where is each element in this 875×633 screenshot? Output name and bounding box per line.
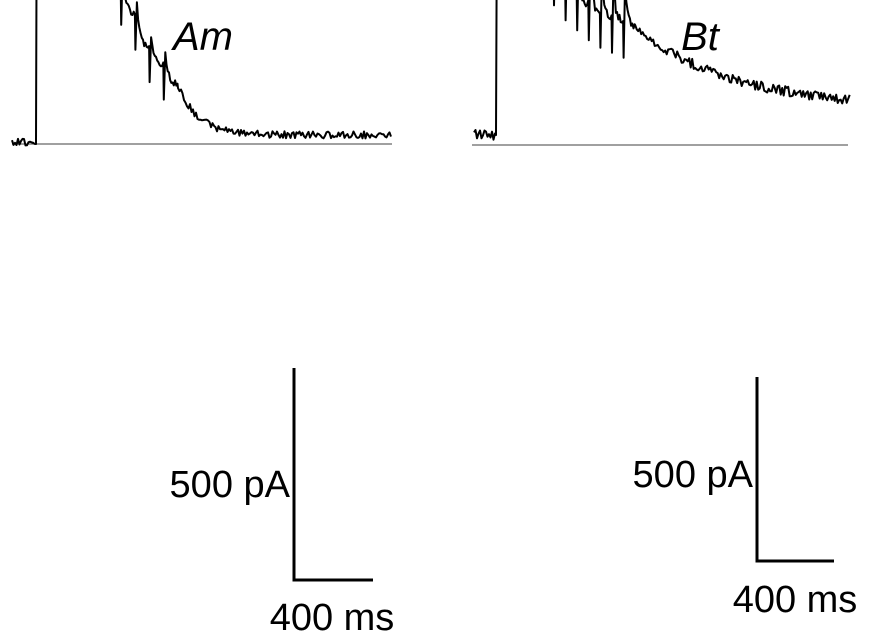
scale-label-current-am: 500 pA (170, 464, 291, 506)
scale-label-time-am: 400 ms (270, 597, 395, 633)
scale-bar-bt (755, 377, 834, 563)
panel-am: Am 500 pA 400 ms (11, 0, 395, 633)
current-trace-am (11, 0, 392, 147)
scale-label-time-bt: 400 ms (733, 579, 858, 621)
panel-bt: Bt 500 pA 400 ms (472, 0, 857, 621)
scale-bar-am (292, 368, 373, 582)
current-trace-bt (473, 0, 851, 141)
scale-label-current-bt: 500 pA (633, 454, 754, 496)
panel-title-bt: Bt (681, 15, 721, 59)
panel-title-am: Am (171, 15, 233, 59)
